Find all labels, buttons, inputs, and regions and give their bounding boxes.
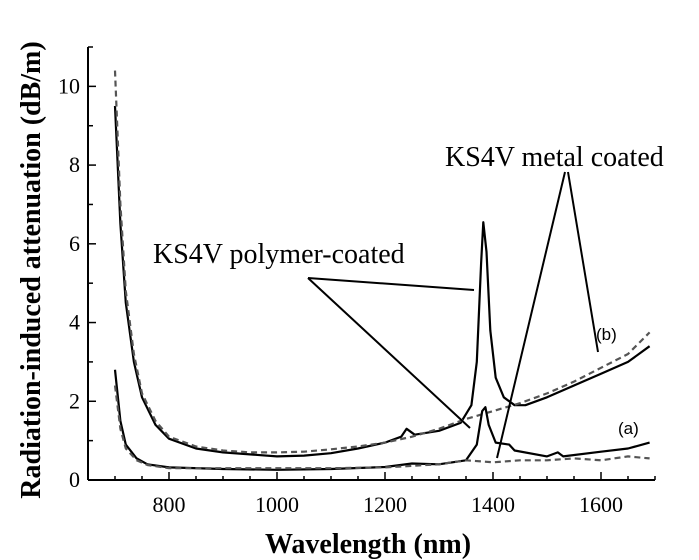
x-tick-label: 1000 — [255, 492, 299, 517]
x-tick-label: 1600 — [579, 492, 623, 517]
tick-labels: 0 2 4 6 8 10 800 1000 1200 1400 1600 — [58, 73, 623, 517]
y-tick-label: 2 — [69, 388, 80, 413]
annotation-arrow — [567, 171, 599, 353]
x-axis-label: Wavelength (nm) — [265, 529, 471, 560]
annotation-arrow — [496, 171, 566, 459]
annotation-arrow — [307, 277, 475, 291]
series-b-dashed — [113, 70, 651, 454]
annotation-arrow — [307, 277, 471, 429]
plot-area — [113, 70, 651, 471]
axes — [87, 46, 656, 481]
series-b-solid — [113, 105, 651, 458]
annotation-metal-coated: KS4V metal coated — [445, 142, 664, 173]
curve-label-a: (a) — [618, 419, 639, 438]
y-tick-label: 8 — [69, 152, 80, 177]
series-a-solid — [113, 369, 650, 471]
annotation-polymer-coated: KS4V polymer-coated — [153, 239, 405, 270]
annotations — [307, 171, 599, 459]
y-tick-label: 0 — [69, 467, 80, 492]
y-axis-label: Radiation-induced attenuation (dB/m) — [16, 41, 47, 498]
curve-label-b: (b) — [596, 325, 617, 344]
y-tick-label: 6 — [69, 231, 80, 256]
x-tick-label: 1200 — [363, 492, 407, 517]
x-tick-label: 1400 — [471, 492, 515, 517]
y-tick-label: 4 — [69, 310, 80, 335]
series-a-dashed — [113, 385, 650, 470]
x-tick-label: 800 — [153, 492, 186, 517]
y-tick-label: 10 — [58, 73, 80, 98]
